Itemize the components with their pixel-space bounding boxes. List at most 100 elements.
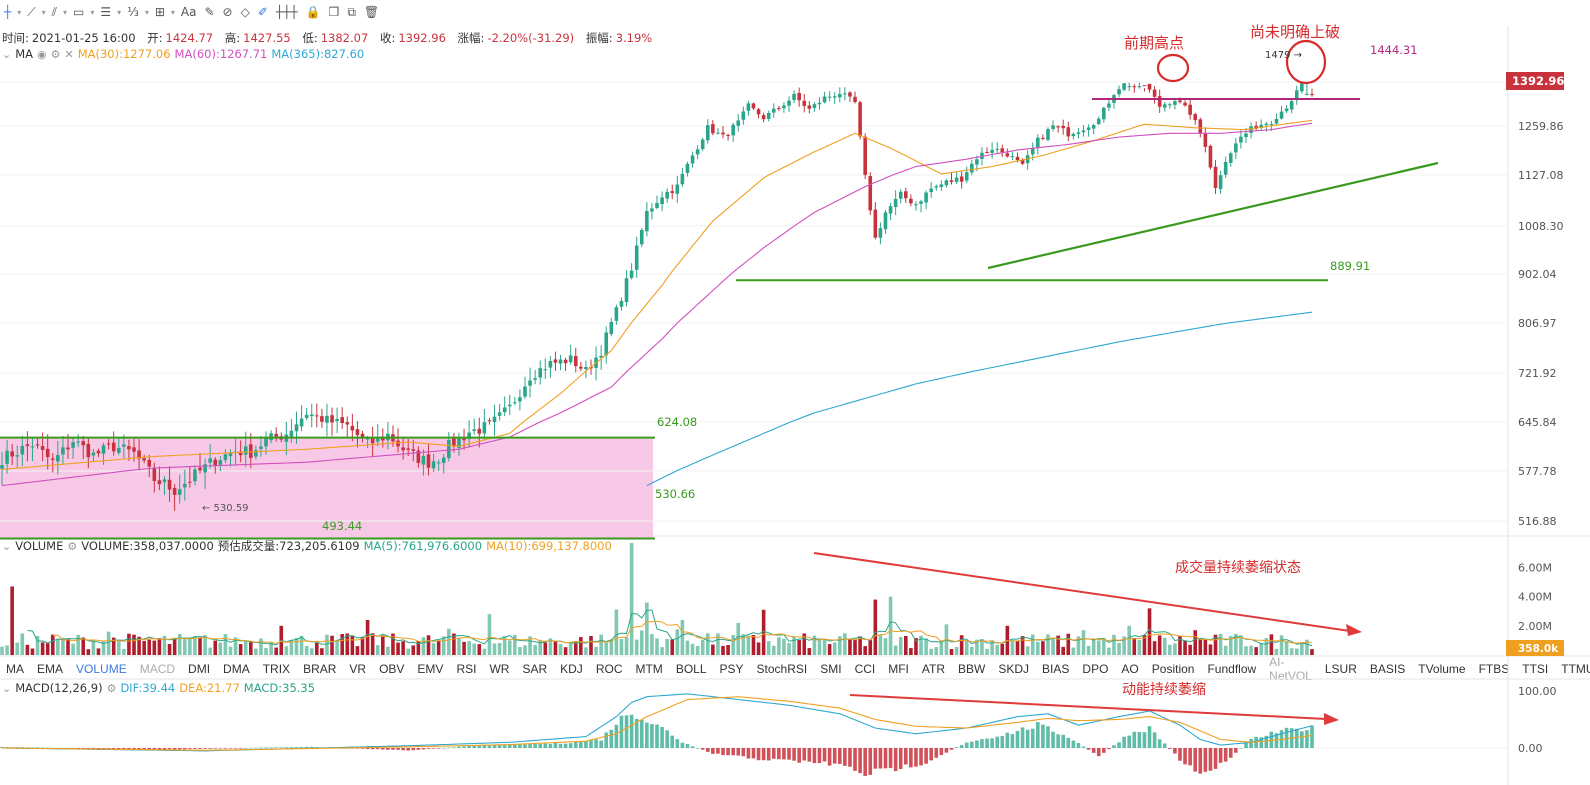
- indicator-tab-macd[interactable]: MACD: [139, 662, 176, 676]
- chevron-down-icon[interactable]: ▾: [117, 7, 122, 17]
- close-icon[interactable]: ✕: [64, 47, 74, 61]
- candle-body: [1198, 119, 1203, 134]
- macd-bar: [152, 748, 157, 750]
- macd-bar: [1117, 742, 1121, 748]
- indicator-tab-emv[interactable]: EMV: [417, 662, 444, 676]
- indicator-tab-mtm[interactable]: MTM: [635, 662, 663, 676]
- volume-bar: [634, 639, 639, 655]
- indicator-tab-ao[interactable]: AO: [1121, 662, 1139, 676]
- indicator-tab-dma[interactable]: DMA: [223, 662, 250, 676]
- indicator-tab-vr[interactable]: VR: [349, 662, 367, 676]
- rectangle-tool-icon[interactable]: ▭: [73, 5, 85, 19]
- indicator-tab-kdj[interactable]: KDJ: [560, 662, 583, 676]
- indicator-tab-ema[interactable]: EMA: [37, 662, 64, 676]
- chevron-down-icon[interactable]: ▾: [90, 7, 95, 17]
- indicator-tab-skdj[interactable]: SKDJ: [998, 662, 1030, 676]
- volume-bar: [152, 640, 157, 655]
- indicator-tab-trix[interactable]: TRIX: [262, 662, 291, 676]
- indicator-tab-bias[interactable]: BIAS: [1042, 662, 1070, 676]
- collapse-icon[interactable]: ⌄: [2, 47, 12, 61]
- crosshair-tool-icon[interactable]: ┼: [4, 5, 12, 19]
- lock-tool-icon[interactable]: 🔒: [305, 5, 321, 19]
- indicator-tab-bbw[interactable]: BBW: [958, 662, 986, 676]
- candle-body: [685, 163, 690, 173]
- indicator-tab-smi[interactable]: SMI: [820, 662, 842, 676]
- pattern-tool-icon[interactable]: ⅓: [127, 5, 139, 19]
- magnet-tool-icon[interactable]: ⊘: [222, 5, 233, 19]
- measure-tool-icon[interactable]: ⊞: [154, 5, 165, 19]
- macd-bar: [15, 747, 20, 748]
- volume-bar: [325, 634, 329, 655]
- settings-icon[interactable]: ⚙: [67, 539, 78, 553]
- volume-bar: [5, 645, 9, 655]
- eraser-tool-icon[interactable]: ◇: [240, 5, 250, 19]
- indicator-tab-cci[interactable]: CCI: [854, 662, 876, 676]
- brush-tool-icon[interactable]: ✎: [204, 5, 215, 19]
- candle: [50, 453, 55, 473]
- indicator-tab-mfi[interactable]: MFI: [888, 662, 909, 676]
- volume-bar: [523, 645, 527, 655]
- candle: [954, 171, 959, 185]
- volume-bar: [563, 647, 568, 655]
- indicator-tab-basis[interactable]: BASIS: [1369, 662, 1406, 676]
- copy-tool-icon[interactable]: ❐: [328, 5, 340, 19]
- volume-bar: [538, 639, 543, 655]
- collapse-icon[interactable]: ⌄: [2, 539, 12, 553]
- indicator-tab-wr[interactable]: WR: [489, 662, 510, 676]
- indicator-tab-psy[interactable]: PSY: [719, 662, 744, 676]
- settings-icon[interactable]: ⚙: [50, 47, 61, 61]
- volume-last-box: [1506, 640, 1564, 656]
- indicator-tab-position[interactable]: Position: [1151, 662, 1195, 676]
- indicator-tab-dmi[interactable]: DMI: [188, 662, 211, 676]
- indicator-tab-ftbs[interactable]: FTBS: [1478, 662, 1510, 676]
- text-tool-icon[interactable]: Aa: [180, 5, 197, 19]
- indicator-tab-ttmu[interactable]: TTMU: [1561, 662, 1590, 676]
- delete-tool-icon[interactable]: 🗑: [363, 5, 380, 19]
- parallel-channel-tool-icon[interactable]: ⫽: [51, 4, 58, 19]
- volume-bar: [452, 633, 456, 655]
- indicator-tab-dpo[interactable]: DPO: [1082, 662, 1109, 676]
- indicator-tab-volume[interactable]: VOLUME: [76, 662, 127, 676]
- indicator-tab-stochrsi[interactable]: StochRSI: [756, 662, 808, 676]
- candle-body: [1173, 101, 1177, 105]
- vol-ma5-label: MA(5):761,976.6000: [363, 539, 483, 553]
- candle: [1071, 132, 1076, 140]
- indicator-tab-ma[interactable]: MA: [6, 662, 24, 676]
- fib-tool-icon[interactable]: ☰: [100, 5, 112, 19]
- edit-tool-icon[interactable]: ⧉: [347, 4, 356, 19]
- indicator-tab-tvolume[interactable]: TVolume: [1418, 662, 1466, 676]
- chevron-down-icon[interactable]: ▾: [170, 7, 175, 17]
- volume-bar: [751, 635, 756, 655]
- volume-bar: [919, 635, 923, 655]
- indicator-tab-brar[interactable]: BRAR: [303, 662, 337, 676]
- candle: [563, 357, 568, 372]
- collapse-icon[interactable]: ⌄: [2, 681, 12, 695]
- indicator-tab-ai-netvol[interactable]: AI-NetVOL: [1269, 655, 1312, 683]
- indicator-tab-fundflow[interactable]: Fundflow: [1207, 662, 1257, 676]
- indicator-tab-obv[interactable]: OBV: [379, 662, 405, 676]
- candle: [853, 91, 857, 104]
- indicator-tab-roc[interactable]: ROC: [595, 662, 623, 676]
- ruler-tool-icon[interactable]: ┼┼┼: [275, 5, 298, 19]
- chevron-down-icon[interactable]: ▾: [41, 7, 46, 17]
- indicator-tab-ttsi[interactable]: TTSI: [1522, 662, 1549, 676]
- macd-bar: [1228, 748, 1233, 758]
- candle-body: [573, 356, 578, 367]
- indicator-tab-boll[interactable]: BOLL: [675, 662, 707, 676]
- candle: [1198, 117, 1203, 138]
- settings-icon[interactable]: ⚙: [106, 681, 117, 695]
- chevron-down-icon[interactable]: ▾: [144, 7, 149, 17]
- indicator-tab-sar[interactable]: SAR: [522, 662, 548, 676]
- candle-body: [122, 444, 126, 447]
- candle: [142, 454, 146, 464]
- chevron-down-icon[interactable]: ▾: [63, 7, 68, 17]
- indicator-tab-atr[interactable]: ATR: [921, 662, 946, 676]
- draw-mode-tool-icon[interactable]: ✐: [257, 5, 268, 19]
- eye-icon[interactable]: ◉: [37, 47, 47, 61]
- candle: [436, 459, 441, 472]
- trend-line-tool-icon[interactable]: ⟋: [27, 4, 36, 19]
- indicator-tab-rsi[interactable]: RSI: [456, 662, 477, 676]
- chevron-down-icon[interactable]: ▾: [17, 7, 22, 17]
- volume-bar: [1284, 641, 1289, 655]
- indicator-tab-lsur[interactable]: LSUR: [1324, 662, 1357, 676]
